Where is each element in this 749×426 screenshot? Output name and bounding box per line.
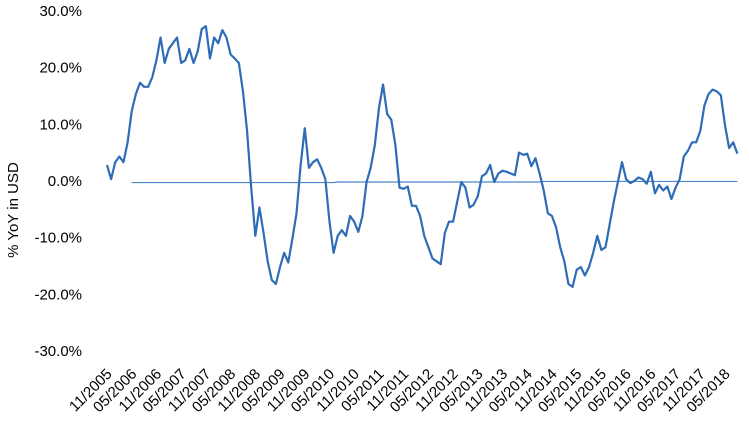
y-tick-label: -10.0% <box>34 230 82 247</box>
y-axis-title: % YoY in USD <box>5 162 22 258</box>
line-series <box>131 180 738 184</box>
y-tick-label: 0.0% <box>48 173 82 190</box>
y-tick-label: 20.0% <box>39 60 82 77</box>
y-tick-label: 30.0% <box>39 3 82 20</box>
y-tick-label: -30.0% <box>34 343 82 360</box>
y-tick-label: 10.0% <box>39 116 82 133</box>
y-tick-label: -20.0% <box>34 286 82 303</box>
line-series <box>105 25 739 288</box>
